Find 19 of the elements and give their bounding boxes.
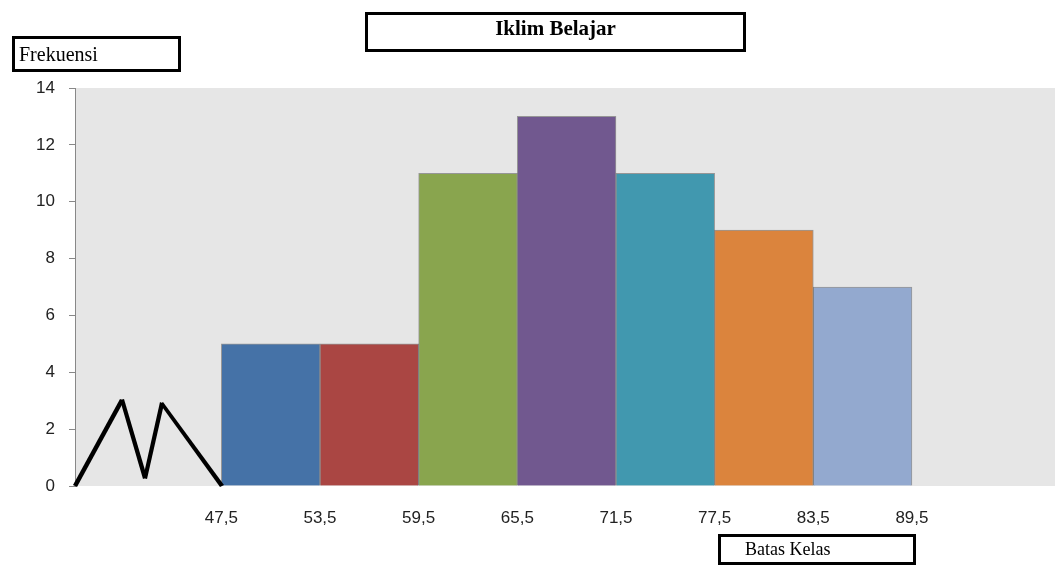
y-tick-label: 10	[36, 191, 55, 211]
y-tick-label: 4	[45, 361, 55, 381]
y-tick-label: 2	[45, 418, 55, 438]
x-tick-label: 89,5	[895, 507, 929, 527]
y-tick-label: 8	[45, 248, 55, 268]
y-tick-label: 6	[45, 305, 55, 325]
x-tick-label: 65,5	[500, 507, 534, 527]
x-tick-label: 47,5	[204, 507, 238, 527]
x-tick-label: 77,5	[698, 507, 732, 527]
x-tick-label: 59,5	[402, 507, 436, 527]
x-tick-label: 83,5	[796, 507, 830, 527]
y-tick-label: 12	[36, 134, 55, 154]
y-tick-label: 0	[45, 475, 55, 495]
chart-title: Iklim Belajar	[365, 12, 746, 52]
y-axis-title: Frekuensi	[12, 36, 181, 72]
y-tick-label: 14	[36, 77, 55, 97]
x-axis-title: Batas Kelas	[718, 534, 916, 565]
x-tick-label: 53,5	[303, 507, 337, 527]
x-tick-label: 71,5	[599, 507, 633, 527]
